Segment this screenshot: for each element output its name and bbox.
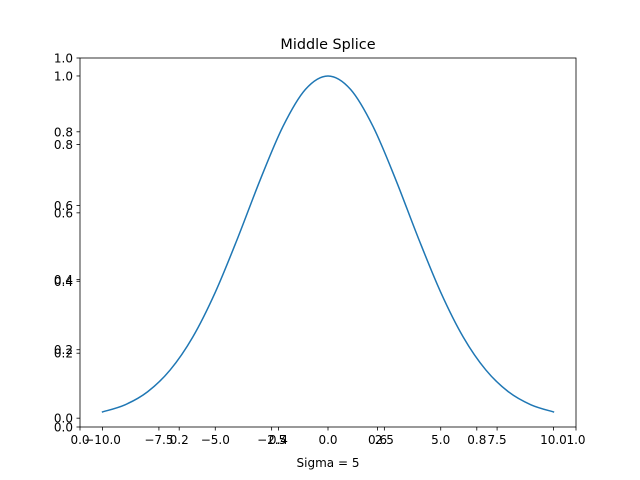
outer-y-tick-label-2: 0.4 [54,273,73,287]
x-axis-label: Sigma = 5 [297,456,360,470]
outer-x-tick-label-3: 0.6 [368,433,387,447]
inner-y-tick-label-3: 0.6 [54,206,73,220]
inner-x-tick-label-1: −7.5 [144,433,173,447]
outer-x-tick-label-0: 0.0 [70,433,89,447]
outer-x-tick-label-2: 0.4 [269,433,288,447]
outer-y-tick-label-3: 0.6 [54,199,73,213]
outer-axis-ticks: 0.0 0.2 0.4 0.6 0.8 1.0 0.0 0.2 0.4 0.6 0.8 1.0 [54,52,586,448]
inner-y-tick-label-4: 0.8 [54,138,73,152]
inner-y-tick-label-1: 0.2 [54,343,73,357]
inner-x-tick-label-6: 5.0 [431,433,450,447]
axes-frame [79,57,577,428]
inner-x-tick-label-5: 2.5 [375,433,394,447]
inner-y-tick-label-0: 0.0 [54,412,73,426]
inner-y-tick-label-2: 0.4 [54,275,73,289]
inner-x-tick-label-4: 0.0 [318,433,337,447]
inner-y-tick-label-5: 1.0 [54,69,73,83]
inner-x-tick-label-7: 7.5 [488,433,507,447]
outer-x-tick-label-4: 0.8 [467,433,486,447]
inner-x-tick-label-2: −5.0 [201,433,230,447]
outer-x-tick-label-1: 0.2 [170,433,189,447]
outer-y-tick-label-5: 1.0 [54,52,73,66]
inner-x-tick-label-3: −2.5 [257,433,286,447]
chart-title: Middle Splice [280,37,375,53]
inner-x-tick-label-0: −10.0 [84,433,121,447]
outer-y-tick-label-4: 0.8 [54,125,73,139]
outer-x-tick-label-5: 1.0 [566,433,585,447]
outer-y-tick-label-1: 0.2 [54,347,73,361]
inner-axis-ticks: −10.0 −7.5 −5.0 −2.5 0.0 2.5 5.0 7.5 10.00.00.20… [54,69,567,447]
inner-x-tick-label-8: 10.0 [540,433,567,447]
series-line-0 [101,75,555,413]
series-layer [101,75,555,413]
outer-y-tick-label-0: 0.0 [54,421,73,435]
